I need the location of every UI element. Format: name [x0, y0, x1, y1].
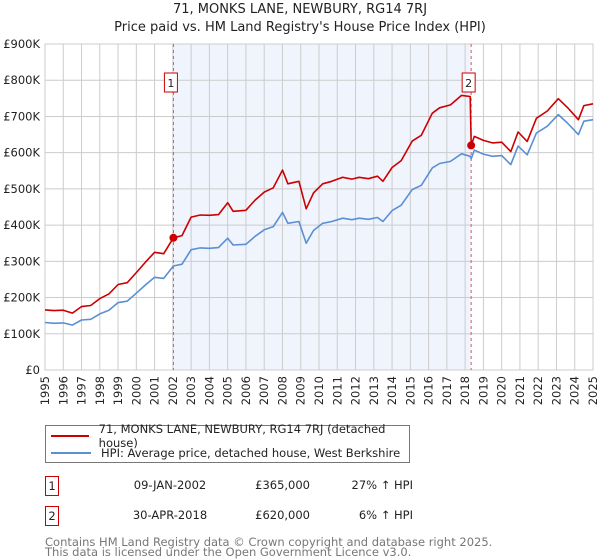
x-tick-label: 1999: [111, 376, 125, 405]
y-tick-label: £800K: [3, 73, 40, 87]
line-chart: 1995 1996 1997 1998 1999 2000 2001 2002 2003 2004…: [3, 37, 600, 405]
x-tick-label: 2022: [531, 376, 545, 405]
x-tick-label: 2023: [549, 376, 563, 405]
x-tick-label: 2025: [586, 376, 600, 405]
x-tick-label: 2020: [495, 376, 509, 405]
y-tick-label: £700K: [3, 109, 40, 123]
sale-badge-box: [163, 72, 178, 93]
x-tick-label: 2000: [129, 376, 143, 405]
hpi-series-line: [44, 113, 594, 326]
x-tick-label: 2011: [330, 376, 344, 405]
x-tick-label: 2015: [403, 376, 417, 405]
x-tick-label: 2006: [239, 376, 253, 405]
sale-badge-label: 1: [167, 77, 174, 90]
x-tick-label: 1998: [93, 376, 107, 405]
sale-price: £365,000: [255, 478, 310, 492]
x-tick-label: 2013: [367, 376, 381, 405]
x-tick-label: 2017: [440, 376, 454, 405]
sale-badge-box: [461, 72, 476, 93]
x-tick-label: 2010: [312, 376, 326, 405]
plot-border: [44, 43, 594, 371]
chart-title: 71, MONKS LANE, NEWBURY, RG14 7RJ: [172, 2, 428, 17]
legend-item-hpi: HPI: Average price, detached house, West…: [51, 445, 400, 461]
legend-item-price: 71, MONKS LANE, NEWBURY, RG14 7RJ (detac…: [51, 422, 409, 450]
sale-price: £620,000: [255, 508, 310, 522]
sale-point: [467, 141, 476, 150]
x-tick-label: 2004: [202, 376, 216, 405]
sale-badge-1: 1: [163, 72, 178, 93]
x-tick-label: 2002: [166, 376, 180, 405]
shaded-period: [173, 44, 472, 370]
chart-subtitle: Price paid vs. HM Land Registry's House …: [114, 20, 486, 35]
sale-date: 30-APR-2018: [132, 508, 208, 522]
x-tick-label: 2007: [257, 376, 271, 405]
sale-row: 1 09-JAN-2002 £365,000 27% ↑ HPI: [45, 476, 600, 496]
legend: 71, MONKS LANE, NEWBURY, RG14 7RJ (detac…: [45, 422, 410, 463]
x-tick-label: 1995: [38, 376, 52, 405]
y-tick-label: £400K: [3, 218, 40, 232]
sale-badge-2: 2: [461, 72, 476, 93]
x-tick-label: 2005: [221, 376, 235, 405]
x-tick-label: 2008: [275, 376, 289, 405]
sale-point: [169, 233, 178, 242]
x-tick-label: 2012: [349, 376, 363, 405]
x-tick-label: 2021: [513, 376, 527, 405]
legend-label: HPI: Average price, detached house, West…: [101, 446, 401, 460]
x-tick-label: 1996: [56, 376, 70, 405]
y-tick-label: £0: [25, 363, 40, 377]
sale-badge: 1: [45, 476, 59, 496]
y-tick-label: £200K: [3, 291, 40, 305]
y-tick-label: £100K: [3, 327, 40, 341]
x-tick-label: 2014: [385, 376, 399, 405]
sale-date: 09-JAN-2002: [133, 478, 207, 492]
sale-row: 2 30-APR-2018 £620,000 6% ↑ HPI: [45, 506, 600, 526]
y-tick-label: £600K: [3, 146, 40, 160]
y-tick-label: £300K: [3, 254, 40, 268]
legend-swatch-price: [51, 435, 89, 437]
x-tick-label: 2019: [476, 376, 490, 405]
footer-copyright: Contains HM Land Registry data © Crown c…: [45, 535, 493, 549]
x-tick-label: 2009: [294, 376, 308, 405]
x-tick-label: 2018: [458, 376, 472, 405]
sale-hpi-diff: 27% ↑ HPI: [351, 478, 413, 492]
legend-label: 71, MONKS LANE, NEWBURY, RG14 7RJ (detac…: [98, 422, 386, 450]
x-tick-label: 2003: [184, 376, 198, 405]
x-tick-label: 2001: [148, 376, 162, 405]
x-tick-label: 1997: [75, 376, 89, 405]
y-tick-label: £500K: [3, 182, 40, 196]
legend-swatch-hpi: [51, 452, 91, 454]
sale-badge: 2: [45, 506, 59, 526]
sale-hpi-diff: 6% ↑ HPI: [358, 508, 413, 522]
x-tick-label: 2016: [422, 376, 436, 405]
footer-licence: This data is licensed under the Open Gov…: [45, 545, 412, 559]
price-series-line: [44, 94, 594, 314]
y-tick-label: £900K: [3, 37, 40, 51]
sale-badge-label: 2: [465, 77, 472, 90]
x-tick-label: 2024: [568, 376, 582, 405]
